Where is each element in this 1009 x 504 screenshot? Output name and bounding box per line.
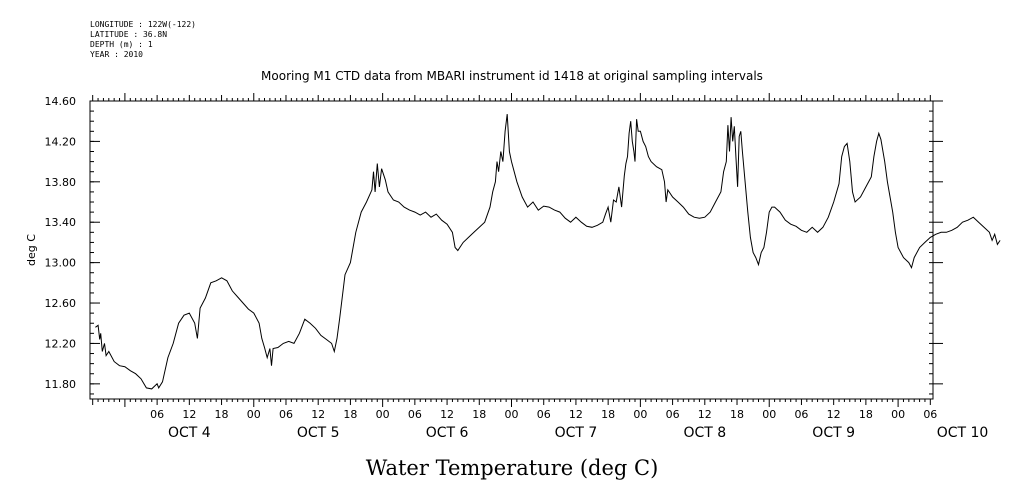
y-tick-label: 12.60: [45, 297, 77, 310]
y-tick-label: 14.60: [45, 95, 77, 108]
x-hour-tick-label: 12: [827, 408, 841, 421]
plot-frame: [89, 100, 934, 400]
y-tick-label: 13.40: [45, 216, 77, 229]
x-hour-tick-label: 00: [376, 408, 390, 421]
x-hour-tick-label: 06: [923, 408, 937, 421]
x-hour-tick-label: 18: [343, 408, 357, 421]
x-hour-tick-label: 00: [891, 408, 905, 421]
y-tick-label: 11.80: [45, 378, 77, 391]
y-axis-label: deg C: [25, 234, 38, 266]
x-hour-tick-label: 00: [247, 408, 261, 421]
x-day-tick-label: OCT 4: [168, 425, 211, 441]
x-hour-tick-label: 12: [311, 408, 325, 421]
x-hour-tick-label: 12: [569, 408, 583, 421]
meta-depth: DEPTH (m) : 1: [90, 40, 153, 49]
x-day-tick-label: OCT 5: [297, 425, 340, 441]
meta-longitude: LONGITUDE : 122W(-122): [90, 20, 196, 29]
meta-year: YEAR : 2010: [90, 50, 143, 59]
temperature-series-line: [95, 114, 1001, 390]
x-hour-tick-label: 00: [505, 408, 519, 421]
x-day-tick-label: OCT 9: [812, 425, 855, 441]
x-hour-tick-label: 00: [762, 408, 776, 421]
x-hour-tick-label: 06: [279, 408, 293, 421]
metadata-block: LONGITUDE : 122W(-122) LATITUDE : 36.8N …: [90, 20, 196, 60]
ticks: [90, 93, 943, 407]
x-hour-tick-label: 06: [537, 408, 551, 421]
y-tick-label: 14.20: [45, 135, 77, 148]
meta-latitude: LATITUDE : 36.8N: [90, 30, 168, 39]
x-day-tick-label: OCT 7: [555, 425, 598, 441]
x-hour-tick-label: 18: [215, 408, 229, 421]
x-hour-tick-label: 18: [601, 408, 615, 421]
x-hour-tick-label: 12: [698, 408, 712, 421]
x-hour-tick-label: 18: [730, 408, 744, 421]
x-hour-tick-label: 18: [472, 408, 486, 421]
x-hour-tick-label: 18: [859, 408, 873, 421]
x-hour-tick-label: 06: [666, 408, 680, 421]
x-axis-title: Water Temperature (deg C): [366, 456, 659, 480]
axes: [89, 100, 934, 400]
y-tick-label: 12.20: [45, 337, 77, 350]
y-tick-label: 13.00: [45, 257, 77, 270]
x-hour-tick-label: 06: [408, 408, 422, 421]
x-hour-tick-label: 00: [633, 408, 647, 421]
x-day-tick-label: OCT 6: [426, 425, 469, 441]
x-day-tick-label: OCT 8: [683, 425, 726, 441]
x-hour-tick-label: 06: [150, 408, 164, 421]
x-day-tick-label: OCT 10: [937, 425, 989, 441]
y-tick-label: 13.80: [45, 176, 77, 189]
x-hour-tick-label: 06: [794, 408, 808, 421]
tick-labels: 06 12 18 00 06 12 18 00 06 12 18 00 06 12 18 00 06 12 18 00…: [45, 95, 989, 441]
chart-title: Mooring M1 CTD data from MBARI instrumen…: [261, 69, 763, 83]
x-hour-tick-label: 12: [182, 408, 196, 421]
x-hour-tick-label: 12: [440, 408, 454, 421]
